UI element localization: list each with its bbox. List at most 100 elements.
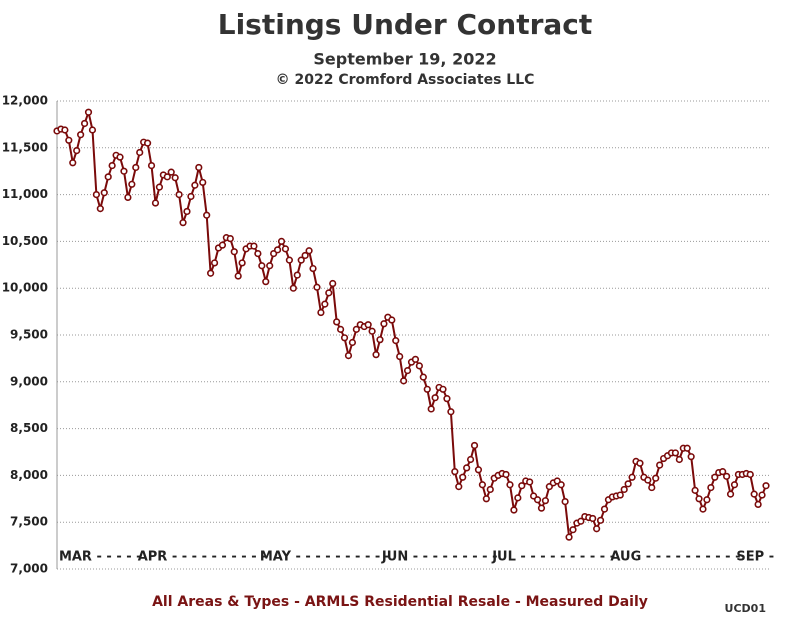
data-point xyxy=(61,126,69,134)
data-point xyxy=(317,308,325,317)
data-point xyxy=(486,485,494,494)
data-point xyxy=(656,461,664,469)
data-point xyxy=(151,199,160,207)
data-point xyxy=(506,481,514,489)
data-point xyxy=(762,482,770,490)
data-point xyxy=(329,279,337,288)
data-point xyxy=(203,211,211,219)
data-point xyxy=(730,481,739,489)
data-point xyxy=(518,482,526,490)
data-point xyxy=(333,318,341,326)
chart-code: UCD01 xyxy=(725,602,766,615)
data-point xyxy=(411,355,420,363)
data-point xyxy=(596,516,605,524)
data-point xyxy=(447,408,455,416)
data-point xyxy=(478,481,487,489)
data-point xyxy=(502,470,510,479)
data-point xyxy=(187,192,195,201)
data-point xyxy=(124,193,132,202)
data-point xyxy=(96,205,104,213)
data-point xyxy=(77,131,85,139)
data-point xyxy=(687,453,695,461)
data-point xyxy=(723,472,731,480)
data-point xyxy=(754,500,762,509)
data-point xyxy=(281,245,290,253)
data-point xyxy=(183,207,191,216)
data-point xyxy=(136,148,144,157)
chart-subtitle: September 19, 2022 xyxy=(313,50,496,69)
data-point xyxy=(455,483,463,491)
data-point xyxy=(726,490,735,498)
data-point xyxy=(285,256,293,264)
data-point xyxy=(195,163,203,172)
data-point xyxy=(459,473,467,481)
data-point xyxy=(171,174,179,182)
data-point xyxy=(313,283,321,291)
data-point xyxy=(321,300,329,308)
data-point xyxy=(262,278,270,286)
data-point xyxy=(683,444,691,452)
data-point xyxy=(711,473,719,481)
data-point xyxy=(750,490,758,498)
data-point xyxy=(132,163,140,172)
y-tick-label: 10,000 xyxy=(2,281,48,295)
y-tick-label: 8,000 xyxy=(10,468,48,482)
data-point xyxy=(128,180,136,188)
x-tick-label: JUL - - - - - - - - - - xyxy=(491,550,615,565)
data-point xyxy=(746,470,754,479)
data-point xyxy=(648,483,656,492)
data-point xyxy=(100,189,108,197)
data-point xyxy=(600,505,609,513)
data-point xyxy=(616,491,624,499)
x-tick-label: APR - - - - - - - - - - xyxy=(138,550,267,565)
data-point xyxy=(92,191,100,199)
data-point xyxy=(364,321,372,329)
y-tick-label: 8,500 xyxy=(10,421,48,435)
data-point xyxy=(210,259,219,267)
data-point xyxy=(636,459,644,467)
x-tick-label: AUG - - - - - - - - - - xyxy=(610,550,740,565)
data-point xyxy=(65,136,73,144)
data-point xyxy=(652,474,660,482)
data-point xyxy=(147,161,156,170)
data-point xyxy=(675,455,683,464)
footer: All Areas & Types - ARMLS Residential Re… xyxy=(152,594,648,610)
data-point xyxy=(309,264,317,273)
x-tick-label: MAR - - - - - xyxy=(59,550,142,565)
data-point xyxy=(510,506,518,514)
data-point xyxy=(230,248,238,256)
data-point xyxy=(372,351,380,359)
data-point xyxy=(707,483,715,492)
data-point xyxy=(565,533,573,541)
data-point xyxy=(758,491,766,499)
data-point xyxy=(155,183,164,191)
data-point xyxy=(234,272,242,280)
y-tick-label: 9,500 xyxy=(10,328,48,342)
data-point xyxy=(396,352,404,361)
data-point xyxy=(376,336,384,344)
data-point xyxy=(293,271,301,279)
data-point xyxy=(163,173,171,181)
data-point xyxy=(470,441,479,450)
data-point xyxy=(403,366,412,375)
data-point xyxy=(439,385,447,393)
data-point xyxy=(695,495,703,503)
data-point xyxy=(116,153,124,161)
y-tick-label: 10,500 xyxy=(2,234,48,248)
data-point xyxy=(254,249,262,258)
data-point xyxy=(577,517,585,525)
data-point xyxy=(108,161,116,170)
data-point xyxy=(699,505,707,513)
data-point xyxy=(388,316,396,324)
y-tick-label: 7,500 xyxy=(10,515,48,529)
data-point xyxy=(277,237,286,245)
data-point xyxy=(175,191,183,199)
data-point xyxy=(691,486,699,494)
data-point xyxy=(88,126,97,134)
data-point xyxy=(482,495,490,503)
data-point xyxy=(400,377,408,385)
data-point xyxy=(415,362,423,370)
data-point xyxy=(258,262,266,270)
data-point xyxy=(207,269,215,277)
